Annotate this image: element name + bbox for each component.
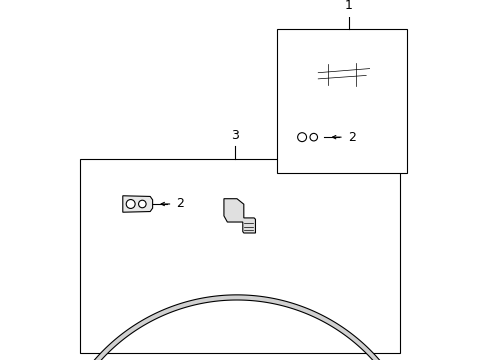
Bar bbox=[80, 159, 400, 353]
Polygon shape bbox=[122, 196, 152, 212]
Polygon shape bbox=[294, 129, 324, 145]
Polygon shape bbox=[224, 199, 255, 233]
Circle shape bbox=[138, 200, 146, 208]
Text: 2: 2 bbox=[347, 131, 355, 144]
Circle shape bbox=[126, 199, 135, 208]
Circle shape bbox=[309, 134, 317, 141]
Text: 3: 3 bbox=[231, 129, 239, 142]
Text: 1: 1 bbox=[344, 0, 352, 12]
Text: 2: 2 bbox=[176, 198, 184, 211]
Polygon shape bbox=[297, 59, 393, 88]
Circle shape bbox=[297, 133, 306, 141]
Polygon shape bbox=[58, 295, 415, 360]
Bar bbox=[277, 29, 407, 173]
